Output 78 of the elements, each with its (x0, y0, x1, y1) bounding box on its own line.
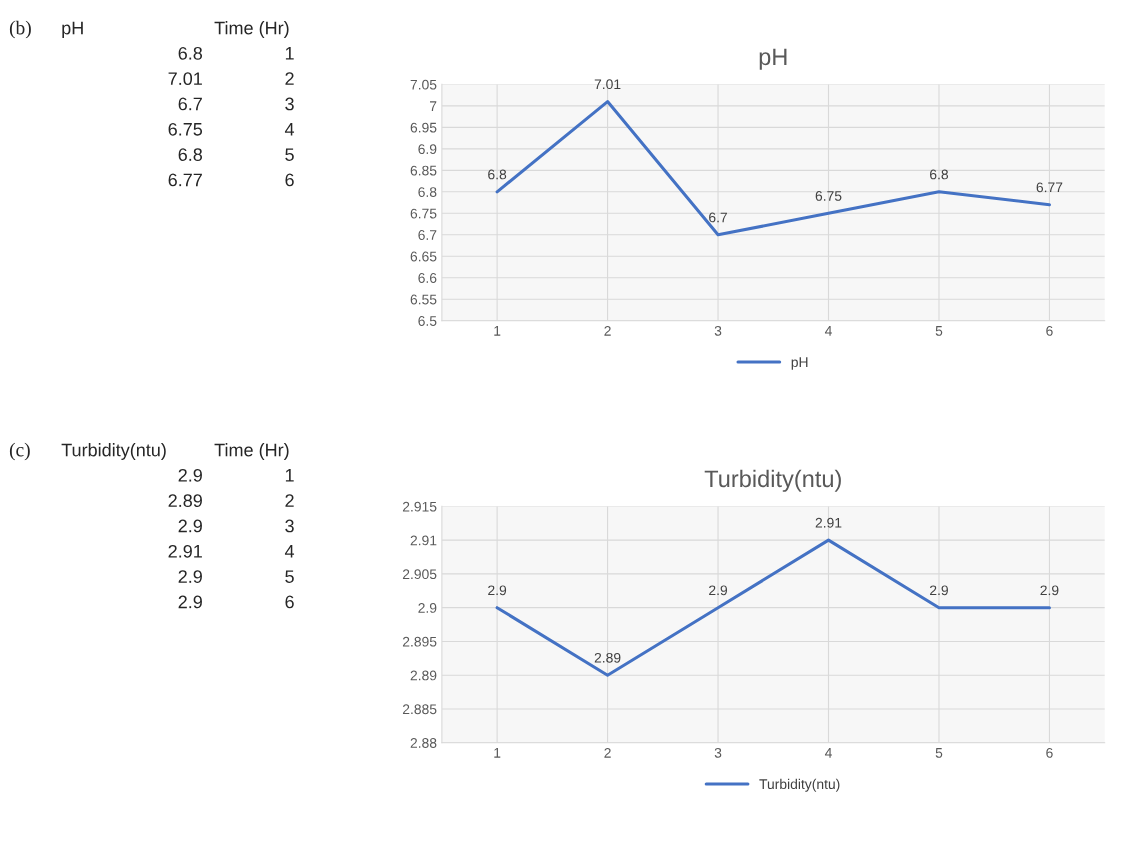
text: 2.9 (178, 519, 202, 533)
text: 6.8 (178, 148, 203, 161)
y-tick-label: 6.75 (410, 208, 437, 219)
category-label: 2 (285, 494, 294, 507)
text: 2.9 (178, 570, 202, 583)
text: pH (62, 21, 83, 38)
category-label: 4 (284, 123, 295, 136)
text: Time (Hr) (214, 443, 289, 460)
y-tick-label: 6.7 (418, 230, 437, 240)
x-tick-label: 5 (935, 748, 943, 758)
y-tick-label: 2.89 (410, 670, 437, 681)
text: Turbidity(ntu) (61, 443, 166, 460)
y-tick-label: 2.91 (410, 535, 437, 546)
data-label: 2.9 (488, 585, 507, 596)
y-tick-label: 2.885 (402, 704, 437, 715)
text: 6.77 (168, 173, 202, 187)
category-label: 5 (285, 570, 294, 583)
data-label: 6.7 (709, 212, 727, 223)
category-label: 4 (284, 545, 295, 558)
category-label: 3 (285, 97, 294, 111)
y-tick-label: 6.85 (410, 165, 437, 176)
data-label: 2.9 (709, 585, 728, 596)
x-tick-label: 5 (935, 326, 943, 336)
data-label: 7.01 (594, 79, 621, 90)
data-label: 2.89 (594, 652, 621, 663)
y-tick-label: 6.95 (410, 122, 437, 133)
category-label: 6 (285, 595, 294, 609)
y-tick-label: 7.05 (410, 79, 437, 90)
text: (c) (9, 442, 30, 461)
text: 6.8 (178, 46, 203, 60)
y-tick-label: 6.9 (418, 144, 437, 155)
y-tick-label: 6.5 (418, 316, 437, 326)
x-tick-label: 4 (824, 326, 832, 336)
y-tick-label: 6.8 (418, 187, 437, 197)
data-label: 2.9 (1040, 585, 1059, 596)
x-tick-label: 6 (1046, 747, 1053, 758)
y-tick-label: 2.9 (418, 603, 437, 613)
data-label: 6.8 (930, 169, 949, 180)
y-tick-label: 2.905 (402, 569, 437, 580)
x-tick-label: 2 (604, 325, 611, 336)
x-tick-label: 3 (714, 325, 722, 336)
y-tick-label: 6.55 (410, 294, 437, 305)
text: 2.89 (168, 494, 202, 508)
y-tick-label: 2.895 (402, 636, 437, 647)
data-label: 6.8 (488, 169, 507, 180)
text: 7.01 (168, 72, 202, 86)
x-tick-label: 3 (714, 747, 722, 758)
text: Time (Hr) (214, 21, 289, 38)
x-tick-label: 1 (494, 326, 501, 336)
chart-title: Turbidity(ntu) (704, 469, 841, 492)
category-label: 2 (285, 72, 294, 85)
text: 6.7 (178, 97, 202, 111)
y-tick-label: 2.915 (402, 501, 437, 512)
text: 2.9 (178, 595, 202, 609)
x-tick-label: 1 (494, 748, 501, 758)
legend-label: pH (791, 357, 808, 370)
chart-title: pH (759, 48, 787, 70)
text: (b) (9, 20, 31, 39)
x-tick-label: 6 (1046, 325, 1053, 336)
legend-label: Turbidity(ntu) (759, 778, 840, 792)
category-label: 6 (285, 173, 294, 187)
y-tick-label: 7 (430, 101, 437, 111)
category-label: 1 (285, 469, 294, 482)
x-tick-label: 2 (604, 747, 611, 758)
data-label: 2.91 (815, 517, 842, 528)
category-label: 1 (285, 47, 294, 60)
y-tick-label: 2.88 (410, 738, 437, 748)
text: 2.9 (178, 468, 202, 482)
text: 6.75 (168, 122, 203, 136)
text: 2.91 (168, 544, 202, 558)
y-tick-label: 6.6 (418, 273, 437, 283)
data-label: 2.9 (930, 585, 948, 596)
category-label: 5 (285, 148, 294, 161)
category-label: 3 (285, 519, 294, 533)
y-tick-label: 6.65 (410, 251, 437, 262)
data-label: 6.75 (815, 191, 842, 201)
x-tick-label: 4 (824, 748, 832, 758)
data-label: 6.77 (1036, 182, 1063, 193)
